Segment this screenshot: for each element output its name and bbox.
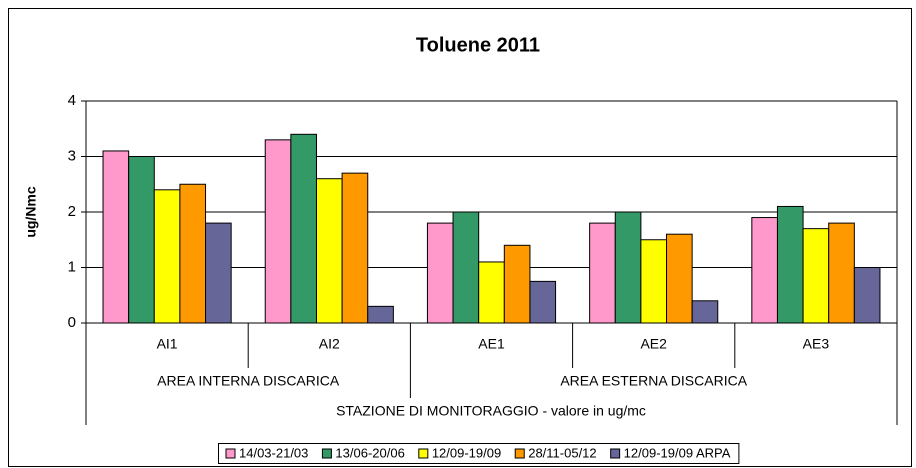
chart-title: Toluene 2011 [416, 34, 540, 56]
bar [102, 150, 130, 324]
x-axis-title: STAZIONE DI MONITORAGGIO - valore in ug/… [336, 403, 646, 419]
category-group-label: AREA INTERNA DISCARICA [157, 373, 340, 389]
x-tick-label: AE3 [803, 336, 830, 352]
bar [128, 156, 155, 324]
bar [751, 217, 778, 324]
bar [367, 305, 394, 324]
y-tick-label: 1 [68, 258, 76, 275]
bar [614, 211, 642, 324]
bar [264, 139, 292, 324]
y-tick-label: 0 [68, 314, 76, 331]
bar [666, 233, 693, 324]
legend-label: 14/03-21/03 [239, 445, 308, 460]
bar [426, 222, 454, 324]
x-tick-label: AI2 [319, 336, 340, 352]
bar [802, 228, 830, 324]
legend-swatch [225, 448, 236, 459]
category-group-label: AREA ESTERNA DISCARICA [560, 373, 747, 389]
bar [776, 205, 804, 324]
bar [640, 239, 668, 324]
bar [529, 280, 557, 324]
bar [691, 300, 719, 324]
y-tick-label: 2 [68, 203, 76, 220]
bar [153, 189, 181, 324]
legend-swatch [321, 448, 332, 459]
bar [478, 261, 505, 324]
bar [315, 178, 343, 324]
bar [503, 244, 531, 324]
y-axis-title: ug/Nmc [23, 186, 39, 238]
bar [853, 267, 881, 324]
bar [452, 211, 480, 324]
bar [589, 222, 616, 324]
legend-box [218, 443, 740, 464]
legend-label: 13/06-20/06 [335, 445, 404, 460]
legend-swatch [514, 448, 525, 459]
y-tick-label: 3 [68, 147, 76, 164]
bar [290, 133, 317, 324]
bar [341, 172, 369, 324]
legend-label: 12/09-19/09 [432, 445, 501, 460]
legend-label: 28/11-05/12 [528, 445, 596, 460]
x-tick-label: AE1 [478, 336, 505, 352]
bar [828, 222, 855, 324]
bar [179, 183, 207, 324]
legend-swatch [610, 448, 621, 459]
legend-swatch [418, 448, 429, 459]
x-tick-label: AI1 [157, 336, 178, 352]
legend-label: 12/09-19/09 ARPA [624, 445, 731, 460]
y-tick-label: 4 [68, 92, 76, 109]
x-tick-label: AE2 [640, 336, 667, 352]
bar [205, 222, 232, 324]
